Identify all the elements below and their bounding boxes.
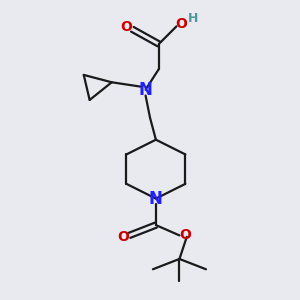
Text: N: N bbox=[149, 190, 163, 208]
Text: N: N bbox=[139, 81, 152, 99]
Text: O: O bbox=[120, 20, 132, 34]
Text: O: O bbox=[175, 17, 187, 31]
Text: H: H bbox=[188, 13, 198, 26]
Text: O: O bbox=[179, 228, 191, 242]
Text: O: O bbox=[117, 230, 129, 244]
